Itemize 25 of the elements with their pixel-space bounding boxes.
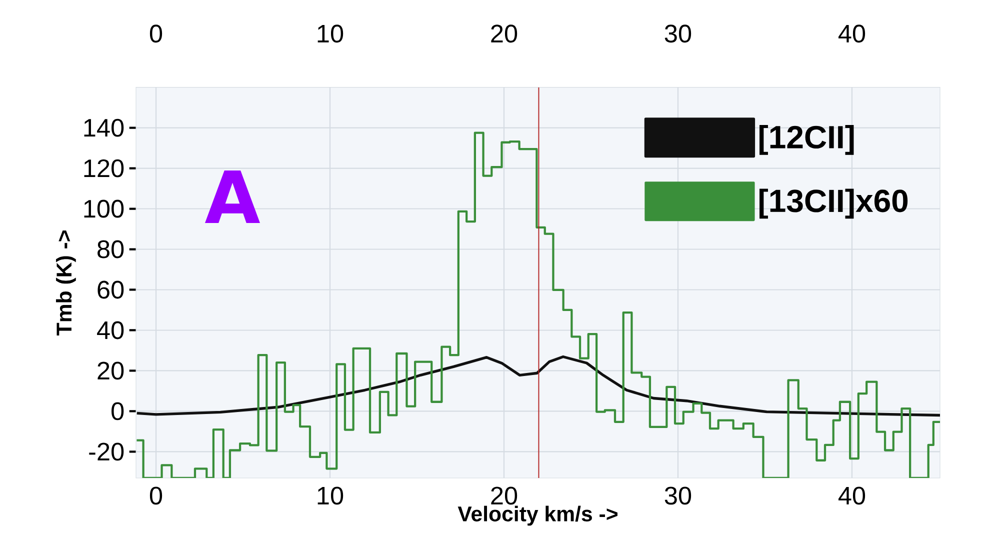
y-tick-label: 140 [84, 118, 124, 137]
legend-label: [12CII] [760, 125, 854, 155]
x-tick-label: 20 [491, 486, 518, 505]
y-tick-label: 80 [98, 240, 124, 258]
x2-tick-label: 20 [491, 24, 518, 43]
x-tick-label: 10 [318, 486, 344, 505]
y-tick-label: -20 [89, 442, 124, 461]
y-tick-label: 120 [84, 159, 124, 178]
x2-tick-label: 40 [838, 24, 866, 43]
line-series [136, 355, 940, 417]
y-tick-label: 0 [112, 402, 124, 420]
legend-label: [13CII]x60 [760, 188, 908, 219]
x-tick-label: 30 [664, 486, 692, 505]
x2-tick-label: 0 [150, 24, 162, 43]
x2-tick-label: 30 [664, 24, 692, 43]
y-axis-title: Tmb (K) -> [56, 230, 76, 336]
x-tick-label: 0 [150, 486, 162, 505]
y-tick-label: 100 [84, 200, 124, 218]
annotation: A [204, 170, 260, 223]
y-tick-label: 40 [97, 321, 124, 340]
x2-tick-label: 10 [318, 24, 344, 43]
y-tick-label: 20 [98, 362, 124, 380]
y-tick-label: 60 [98, 280, 124, 299]
x-axis-title: Velocity km/s -> [458, 506, 618, 526]
x-tick-label: 40 [838, 486, 866, 505]
